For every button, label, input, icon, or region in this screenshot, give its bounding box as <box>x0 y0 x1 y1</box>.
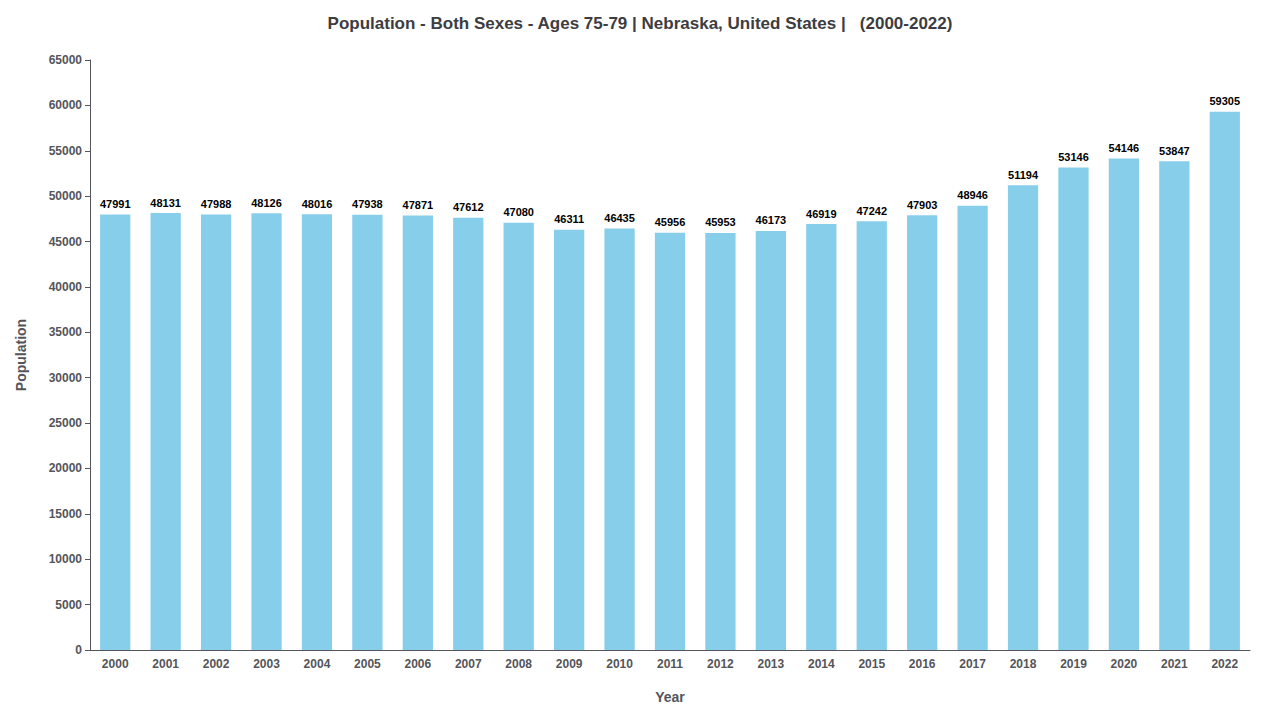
svg-text:2003: 2003 <box>253 657 280 671</box>
svg-text:46311: 46311 <box>554 213 584 225</box>
svg-text:46173: 46173 <box>756 214 787 226</box>
svg-text:2002: 2002 <box>203 657 230 671</box>
svg-text:47871: 47871 <box>403 199 434 211</box>
svg-text:53146: 53146 <box>1058 151 1089 163</box>
svg-text:50000: 50000 <box>49 189 83 203</box>
svg-text:48131: 48131 <box>150 197 181 209</box>
svg-text:60000: 60000 <box>49 98 83 112</box>
svg-text:46435: 46435 <box>604 212 635 224</box>
svg-text:2022: 2022 <box>1211 657 1238 671</box>
svg-text:48016: 48016 <box>302 198 333 210</box>
svg-text:2001: 2001 <box>152 657 179 671</box>
svg-text:47988: 47988 <box>201 198 232 210</box>
svg-text:47242: 47242 <box>856 205 887 217</box>
svg-text:51194: 51194 <box>1008 169 1039 181</box>
svg-text:2015: 2015 <box>858 657 885 671</box>
svg-text:53847: 53847 <box>1159 145 1190 157</box>
svg-text:2018: 2018 <box>1010 657 1037 671</box>
svg-text:47991: 47991 <box>100 198 131 210</box>
svg-text:2004: 2004 <box>304 657 331 671</box>
svg-text:2016: 2016 <box>909 657 936 671</box>
svg-text:47903: 47903 <box>907 199 938 211</box>
svg-text:Year: Year <box>655 689 685 705</box>
svg-text:48126: 48126 <box>251 197 282 209</box>
svg-text:59305: 59305 <box>1209 95 1240 107</box>
svg-text:45000: 45000 <box>49 235 83 249</box>
svg-text:Population - Both Sexes - Ages: Population - Both Sexes - Ages 75-79 | N… <box>328 14 953 33</box>
svg-text:5000: 5000 <box>55 598 82 612</box>
svg-text:45953: 45953 <box>705 216 736 228</box>
svg-text:2005: 2005 <box>354 657 381 671</box>
svg-text:0: 0 <box>75 643 82 657</box>
svg-text:2006: 2006 <box>404 657 431 671</box>
svg-text:2013: 2013 <box>758 657 785 671</box>
svg-text:47612: 47612 <box>453 201 484 213</box>
svg-text:Population: Population <box>13 319 29 391</box>
svg-text:65000: 65000 <box>49 53 83 67</box>
svg-text:2011: 2011 <box>657 657 683 671</box>
svg-text:2009: 2009 <box>556 657 583 671</box>
svg-text:40000: 40000 <box>49 280 83 294</box>
svg-text:30000: 30000 <box>49 371 83 385</box>
svg-text:2000: 2000 <box>102 657 129 671</box>
svg-text:2012: 2012 <box>707 657 734 671</box>
svg-text:15000: 15000 <box>49 507 83 521</box>
svg-text:45956: 45956 <box>655 216 686 228</box>
svg-text:54146: 54146 <box>1109 142 1140 154</box>
svg-text:47938: 47938 <box>352 198 383 210</box>
svg-text:2014: 2014 <box>808 657 835 671</box>
svg-text:2019: 2019 <box>1060 657 1087 671</box>
svg-text:25000: 25000 <box>49 416 83 430</box>
svg-text:10000: 10000 <box>49 552 83 566</box>
svg-text:2021: 2021 <box>1161 657 1188 671</box>
svg-text:20000: 20000 <box>49 461 83 475</box>
svg-text:55000: 55000 <box>49 144 83 158</box>
svg-text:35000: 35000 <box>49 325 83 339</box>
svg-text:46919: 46919 <box>806 208 837 220</box>
svg-text:47080: 47080 <box>503 206 534 218</box>
svg-text:2020: 2020 <box>1111 657 1138 671</box>
svg-text:2017: 2017 <box>959 657 986 671</box>
svg-text:2008: 2008 <box>505 657 532 671</box>
svg-text:2007: 2007 <box>455 657 482 671</box>
svg-text:48946: 48946 <box>957 189 988 201</box>
svg-text:2010: 2010 <box>606 657 633 671</box>
